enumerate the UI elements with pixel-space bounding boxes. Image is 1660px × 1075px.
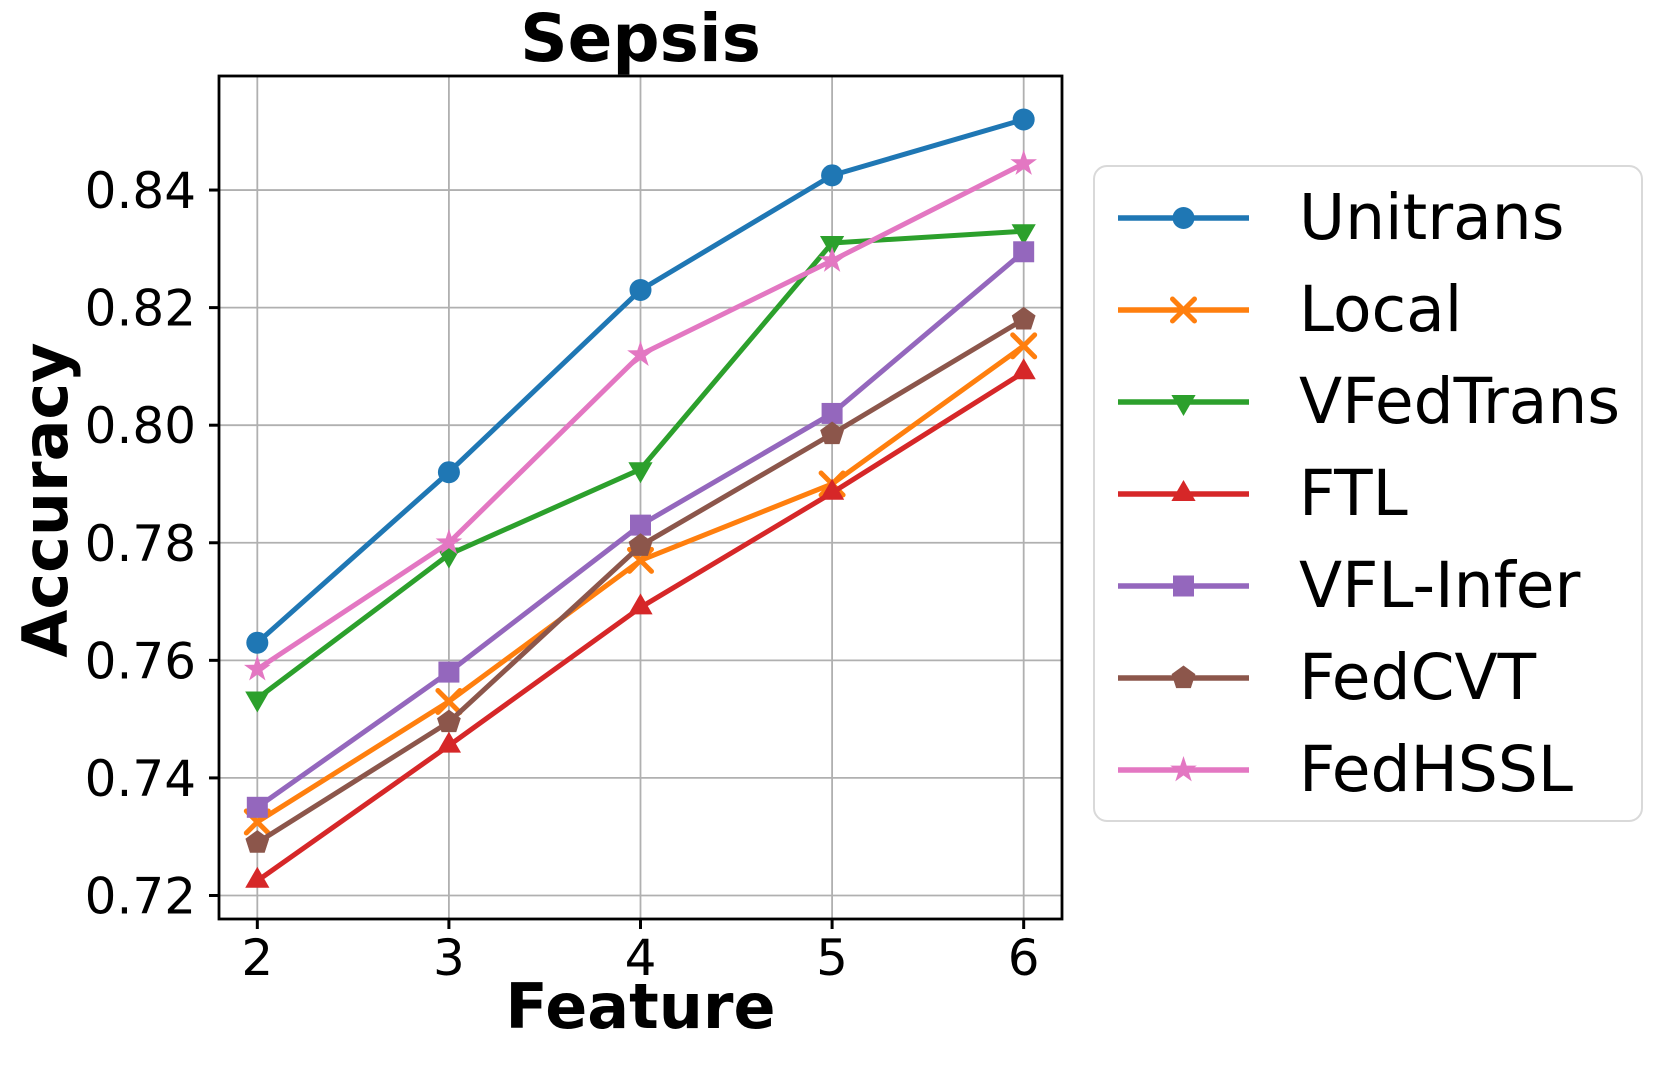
y-tick-label: 0.80 (85, 397, 196, 455)
series-VFedTrans (245, 224, 1036, 713)
legend-swatch-pentagon-icon (1118, 665, 1249, 688)
y-tick-label: 0.74 (85, 750, 196, 808)
legend-item-FTL: FTL (1095, 448, 1641, 540)
x-tick-label: 6 (1008, 929, 1040, 987)
series-FedCVT (245, 306, 1036, 853)
series-Unitrans (246, 108, 1035, 654)
legend-item-FedCVT: FedCVT (1095, 632, 1641, 724)
y-tick-label: 0.82 (85, 280, 196, 338)
series-FedHSSL (244, 149, 1037, 681)
legend-label: Local (1299, 273, 1463, 346)
x-axis-label: Feature (505, 970, 776, 1043)
legend-swatch-x-icon (1118, 296, 1249, 323)
legend-swatch-star-icon (1118, 755, 1249, 781)
x-tick-label: 4 (625, 929, 657, 987)
legend-item-FedHSSL: FedHSSL (1095, 724, 1641, 816)
x-tick-label: 3 (433, 929, 465, 987)
legend-swatch-square-icon (1118, 575, 1249, 596)
legend-item-VFL-Infer: VFL-Infer (1095, 540, 1641, 632)
legend-item-Local: Local (1095, 264, 1641, 356)
y-tick-label: 0.72 (85, 867, 196, 925)
legend: Unitrans Local VFedTrans FTL VFL-Infer FedCVT… (1093, 165, 1643, 822)
legend-swatch-triangle-down-icon (1118, 394, 1249, 416)
y-tick-label: 0.78 (85, 515, 196, 573)
legend-swatch-circle-icon (1118, 206, 1249, 229)
chart-title: Sepsis (520, 0, 761, 77)
legend-item-Unitrans: Unitrans (1095, 172, 1641, 264)
x-tick-label: 5 (816, 929, 848, 987)
y-tick-label: 0.84 (85, 162, 196, 220)
series-FTL (245, 358, 1036, 888)
legend-label: FTL (1299, 457, 1408, 530)
y-tick-label: 0.76 (85, 632, 196, 690)
legend-label: Unitrans (1299, 181, 1565, 254)
legend-swatch-triangle-up-icon (1118, 479, 1249, 501)
legend-label: VFL-Infer (1299, 549, 1581, 622)
legend-label: VFedTrans (1299, 365, 1621, 438)
legend-label: FedCVT (1299, 641, 1537, 714)
legend-label: FedHSSL (1299, 733, 1573, 806)
legend-item-VFedTrans: VFedTrans (1095, 356, 1641, 448)
series-VFL-Infer (246, 241, 1035, 818)
x-tick-label: 2 (241, 929, 273, 987)
